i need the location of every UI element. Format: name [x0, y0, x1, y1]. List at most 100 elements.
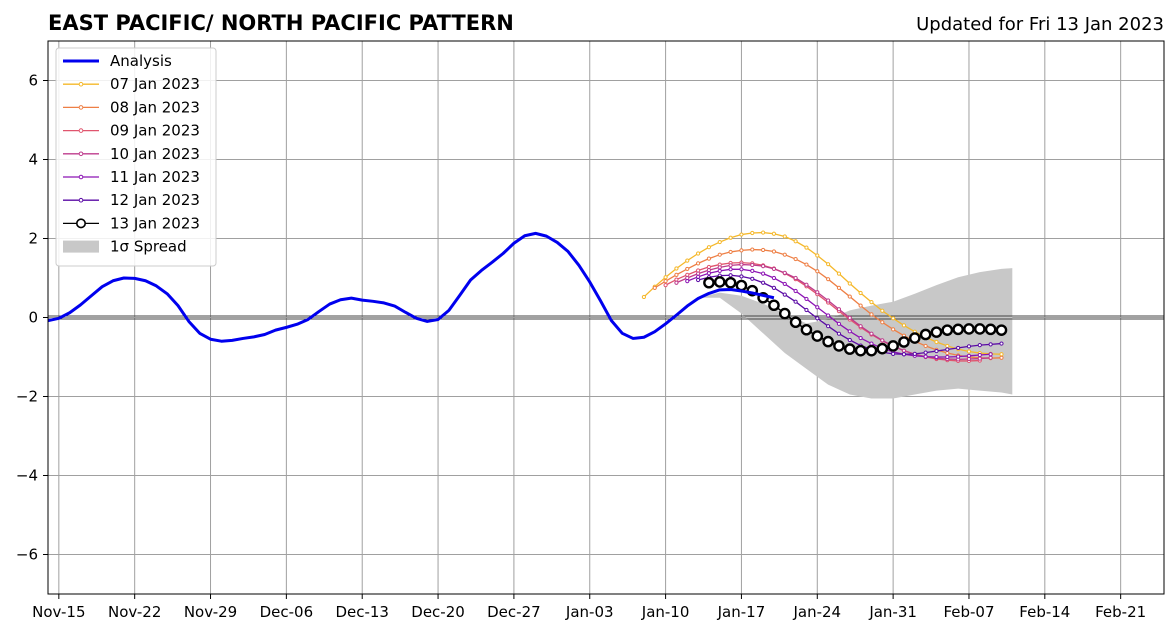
series-point — [685, 279, 690, 284]
series-point — [869, 299, 874, 305]
series-point — [988, 355, 993, 360]
series-point — [999, 341, 1004, 346]
x-tick-label: Dec-13 — [335, 603, 389, 621]
series-point — [750, 268, 755, 273]
series-point — [826, 324, 831, 329]
x-tick-label: Dec-20 — [411, 603, 465, 621]
series-point — [891, 316, 896, 321]
series-point — [876, 342, 889, 355]
series-point — [771, 249, 777, 254]
series-point — [847, 315, 852, 320]
series-point — [854, 344, 867, 357]
legend-item: 07 Jan 2023 — [63, 75, 200, 93]
series-point — [826, 277, 831, 282]
series-point — [695, 277, 701, 283]
axes-layer: Nov-15 Nov-22 Nov-29 Dec-06 Dec-13 Dec-20 Dec-… — [16, 40, 1165, 621]
series-point — [793, 299, 798, 304]
series-point — [966, 353, 972, 358]
y-tick-label: 0 — [28, 309, 38, 327]
series-point — [966, 344, 972, 349]
legend-label: 1σ Spread — [110, 238, 187, 256]
series-point — [858, 290, 863, 296]
legend-item: 10 Jan 2023 — [63, 145, 200, 163]
series-point — [966, 349, 972, 354]
series-point — [836, 331, 842, 336]
series-point — [771, 231, 777, 236]
series-point — [739, 274, 744, 279]
legend-swatch — [63, 240, 99, 253]
legend-label: 10 Jan 2023 — [110, 145, 200, 163]
series-line — [643, 231, 1002, 355]
x-tick-label: Feb-07 — [943, 603, 994, 621]
series-point — [761, 280, 766, 285]
x-tick-label: Nov-29 — [184, 603, 237, 621]
series-point — [739, 232, 744, 237]
series-point — [804, 307, 809, 313]
legend-label: 09 Jan 2023 — [110, 122, 200, 140]
series-point — [750, 276, 755, 281]
series-point — [685, 266, 690, 272]
series-point — [663, 275, 668, 280]
series-point — [706, 256, 712, 261]
legend-label: 12 Jan 2023 — [110, 191, 200, 209]
series-point — [761, 264, 766, 269]
spread-band — [698, 268, 1013, 399]
y-tick-label: 4 — [28, 151, 38, 169]
y-tick-label: −4 — [16, 467, 38, 485]
series-point — [685, 258, 690, 263]
series-point — [782, 234, 787, 239]
series-point — [717, 239, 722, 245]
series-point — [945, 347, 950, 352]
series-point — [815, 290, 820, 295]
series-point — [891, 351, 896, 356]
series-point — [858, 303, 863, 308]
legend-item: 12 Jan 2023 — [63, 191, 200, 209]
series-point — [804, 282, 809, 287]
legend-item: 1σ Spread — [63, 238, 187, 256]
series-point — [724, 276, 737, 289]
series-point — [750, 262, 755, 268]
legend-item: 09 Jan 2023 — [63, 122, 200, 140]
series-point — [898, 336, 910, 348]
series-point — [901, 323, 907, 328]
series-point — [977, 352, 982, 358]
series-point — [826, 262, 831, 267]
series-point — [945, 354, 950, 360]
x-tick-label: Dec-06 — [260, 603, 314, 621]
series-point — [793, 239, 798, 244]
series-point — [891, 327, 896, 332]
series-point — [822, 335, 834, 348]
series-point — [778, 307, 791, 320]
series-point — [782, 281, 787, 287]
series-point — [793, 256, 798, 262]
x-tick-label: Dec-27 — [487, 603, 541, 621]
x-tick-label: Nov-15 — [32, 603, 85, 621]
chart-subtitle: Updated for Fri 13 Jan 2023 — [916, 14, 1164, 35]
series-point — [735, 279, 748, 292]
series-point — [934, 339, 939, 345]
series-point — [956, 345, 961, 351]
series-point — [945, 350, 950, 356]
legend-item: 11 Jan 2023 — [63, 168, 200, 186]
legend-item: 13 Jan 2023 — [63, 214, 200, 232]
x-tick-label: Feb-14 — [1019, 603, 1070, 621]
legend-label: 07 Jan 2023 — [110, 75, 200, 93]
series-point — [919, 328, 932, 341]
y-tick-label: −6 — [16, 546, 38, 564]
series-point — [836, 271, 842, 276]
legend-marker — [78, 174, 84, 180]
series-point — [995, 324, 1008, 336]
legend-item: 08 Jan 2023 — [63, 98, 200, 116]
series-point — [674, 266, 679, 271]
x-tick-label: Jan-10 — [641, 603, 690, 621]
series-point — [908, 332, 921, 344]
y-tick-label: 2 — [28, 230, 38, 248]
legend-label: 13 Jan 2023 — [110, 214, 200, 232]
series-point — [728, 267, 733, 272]
series-point — [887, 340, 899, 352]
x-tick-label: Jan-17 — [717, 603, 766, 621]
zero-line-layer — [48, 315, 1164, 320]
series-point — [717, 265, 722, 270]
legend-label: Analysis — [110, 52, 172, 70]
